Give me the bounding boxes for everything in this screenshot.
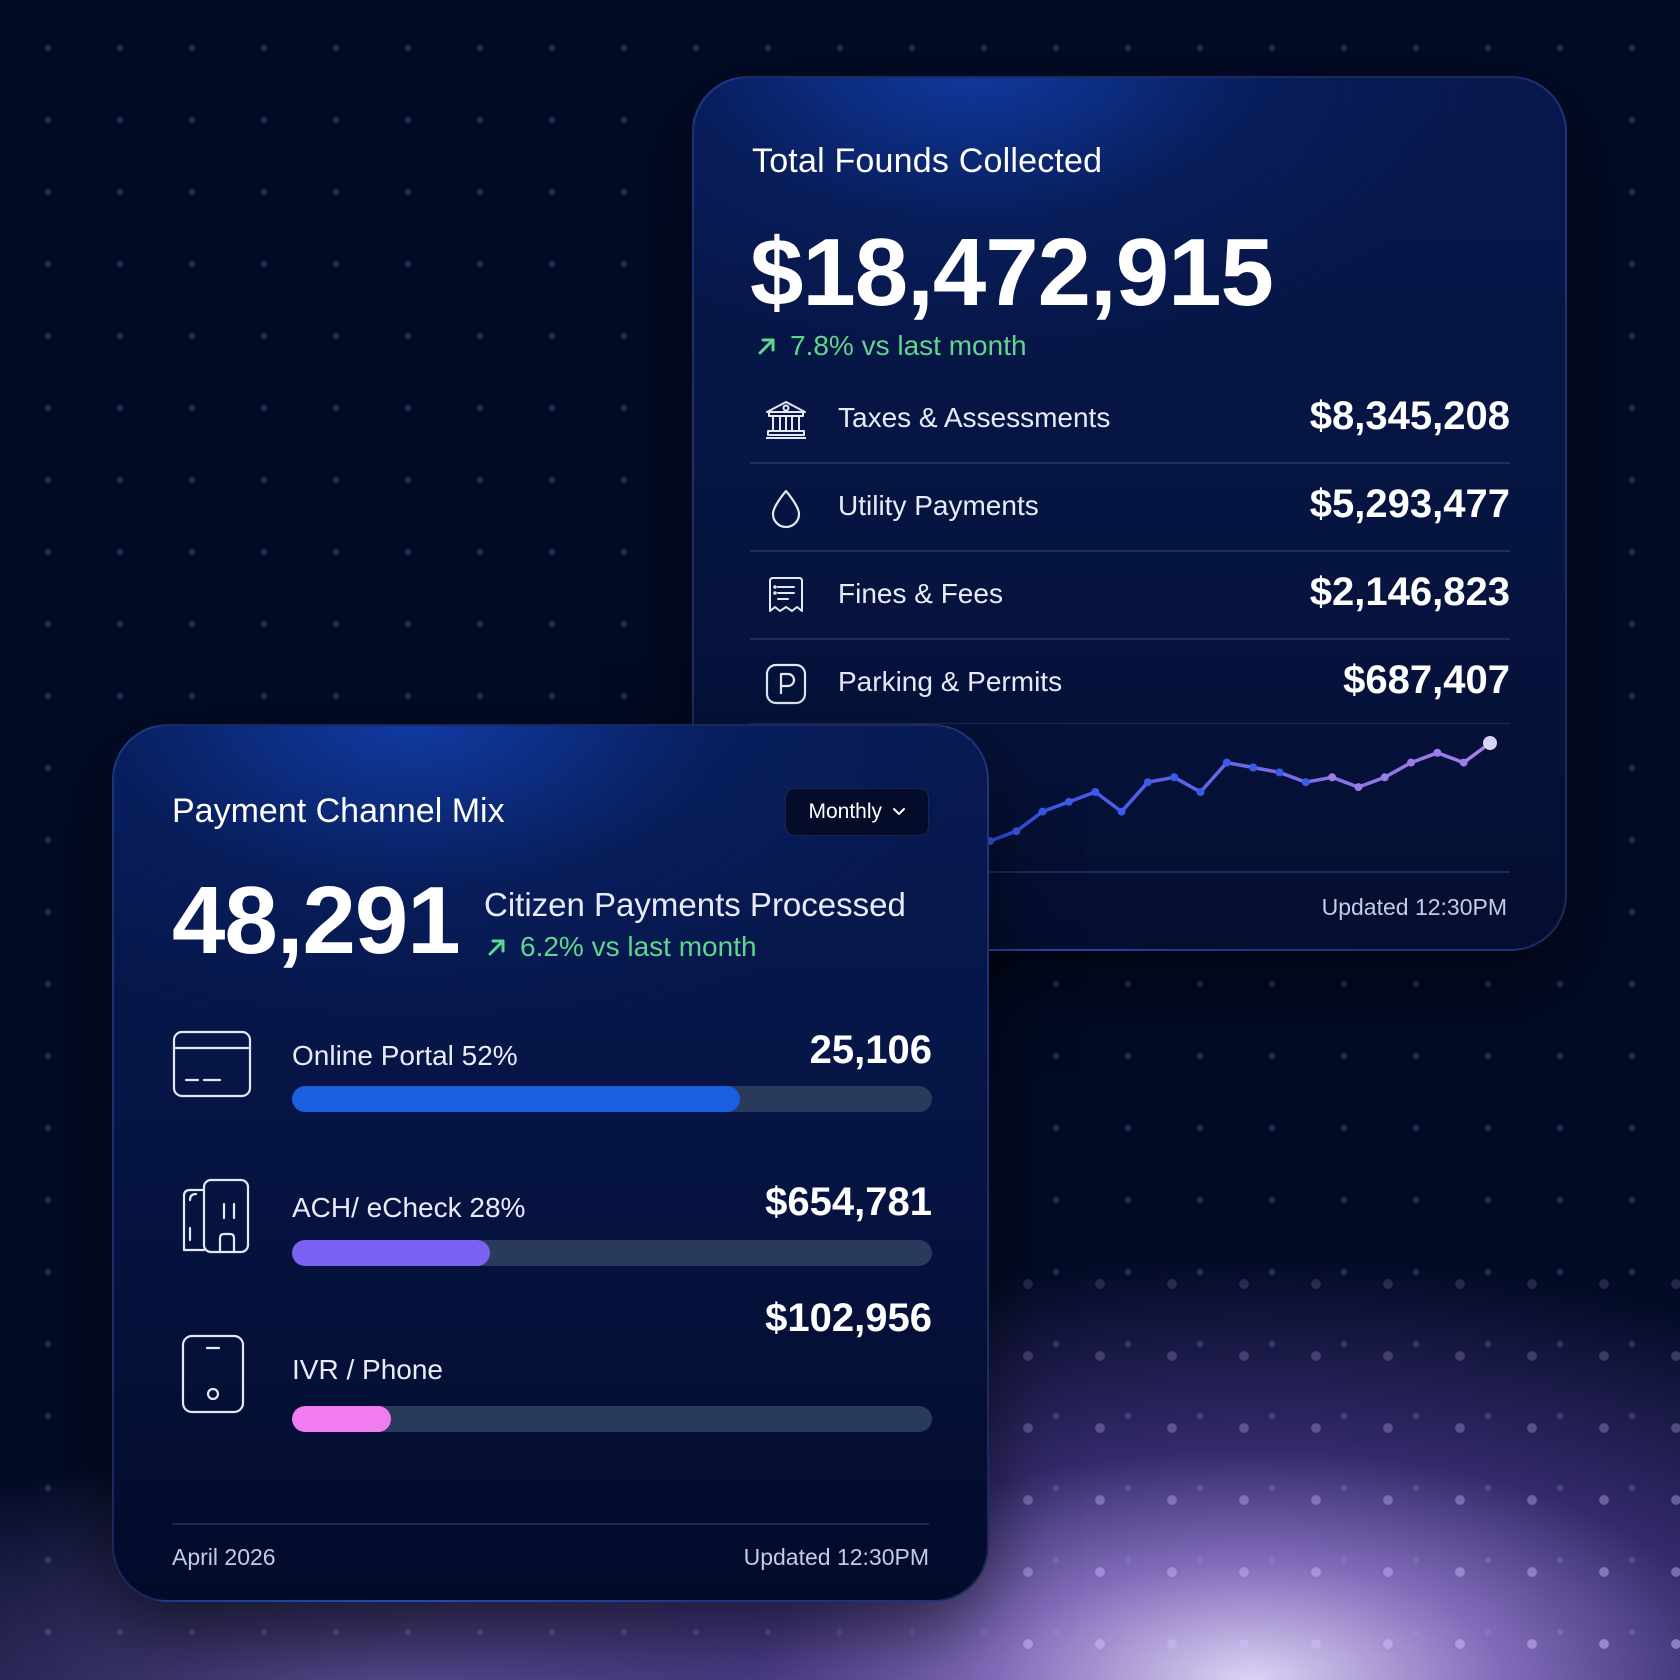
sparkline-point <box>1483 736 1497 750</box>
channel-ach-echeck[interactable]: ACH/ eCheck 28% $654,781 <box>172 1170 932 1270</box>
period-dropdown[interactable]: Monthly <box>785 788 929 836</box>
sparkline-point <box>1328 773 1337 782</box>
fund-row-utility[interactable]: Utility Payments $5,293,477 <box>750 464 1510 552</box>
sparkline-point <box>1354 783 1363 792</box>
sparkline-point <box>1012 827 1021 836</box>
report-date: April 2026 <box>172 1544 276 1570</box>
total-funds-trend-text: 7.8% vs last month <box>790 330 1027 361</box>
funds-sparkline-chart <box>750 723 1510 873</box>
fund-row-parking[interactable]: Parking & Permits $687,407 <box>750 640 1510 726</box>
fund-row-value: $687,407 <box>1343 658 1510 702</box>
sparkline-point <box>1091 788 1100 796</box>
channel-label: ACH/ eCheck 28% <box>292 1192 526 1223</box>
channel-ivr-phone[interactable]: IVR / Phone $102,956 <box>172 1296 932 1436</box>
sparkline-point <box>1117 807 1126 816</box>
channel-label: IVR / Phone <box>292 1354 443 1385</box>
background-glow-dots <box>980 1230 1680 1680</box>
sparkline-point <box>1170 773 1179 782</box>
fund-row-label: Taxes & Assessments <box>838 402 1111 433</box>
sparkline-point <box>1380 773 1389 782</box>
sparkline-point <box>986 837 994 845</box>
sparkline-point <box>1064 797 1073 806</box>
channel-progress-track <box>292 1086 932 1112</box>
footer-divider <box>172 1523 929 1525</box>
payments-count: 48,291 <box>172 867 461 974</box>
channel-online-portal[interactable]: Online Portal 52% 25,106 <box>172 1016 932 1116</box>
channel-progress-fill <box>292 1086 740 1112</box>
chevron-down-icon <box>893 808 905 815</box>
period-dropdown-value: Monthly <box>808 800 882 823</box>
sparkline-point <box>1407 758 1416 767</box>
arrow-up-right-icon <box>488 939 505 956</box>
channel-progress-fill <box>292 1406 392 1432</box>
payment-channel-updated: Updated 12:30PM <box>743 1544 929 1570</box>
fund-row-value: $2,146,823 <box>1309 570 1510 614</box>
fund-row-label: Utility Payments <box>838 490 1039 521</box>
fund-row-fines[interactable]: Fines & Fees $2,146,823 <box>750 552 1510 640</box>
arrow-up-right-icon <box>758 338 775 355</box>
sparkline-point <box>1143 778 1152 787</box>
fund-row-value: $8,345,208 <box>1309 394 1510 438</box>
phone-icon <box>181 1334 245 1414</box>
sparkline-point <box>1275 768 1284 777</box>
fund-row-label: Parking & Permits <box>838 666 1063 697</box>
fund-category-list: Taxes & Assessments $8,345,208 Utility P… <box>750 376 1510 726</box>
parking-icon <box>765 663 807 705</box>
payments-trend: 6.2% vs last month <box>486 931 757 963</box>
sparkline-point <box>1222 758 1231 767</box>
channel-progress-track <box>292 1240 932 1266</box>
channel-value: $654,781 <box>765 1180 932 1224</box>
payment-channel-title: Payment Channel Mix <box>172 792 505 830</box>
payment-channel-card: Payment Channel Mix Monthly 48,291 Citiz… <box>112 724 989 1602</box>
channel-value: 25,106 <box>809 1028 932 1072</box>
channel-progress-track <box>292 1406 932 1432</box>
fund-row-value: $5,293,477 <box>1309 482 1510 526</box>
card-icon <box>172 1030 252 1098</box>
receipt-icon <box>769 577 803 612</box>
channel-progress-fill <box>292 1240 491 1266</box>
droplet-icon <box>771 489 801 529</box>
sparkline-point <box>1459 758 1468 767</box>
total-funds-trend: 7.8% vs last month <box>756 330 1027 362</box>
channel-value: $102,956 <box>765 1296 932 1340</box>
fund-row-taxes[interactable]: Taxes & Assessments $8,345,208 <box>750 376 1510 464</box>
channel-label: Online Portal 52% <box>292 1040 518 1071</box>
sparkline-path <box>989 741 1492 843</box>
total-funds-updated: Updated 12:30PM <box>1321 894 1507 920</box>
sparkline-point <box>1249 763 1258 772</box>
bank-icon <box>766 401 806 439</box>
total-funds-title: Total Founds Collected <box>752 142 1103 180</box>
sparkline-point <box>1433 748 1442 757</box>
bank-check-icon <box>182 1178 250 1254</box>
payments-subtitle: Citizen Payments Processed <box>484 886 906 923</box>
total-funds-amount: $18,472,915 <box>750 219 1274 326</box>
sparkline-point <box>1301 778 1310 787</box>
fund-row-label: Fines & Fees <box>838 578 1003 609</box>
sparkline-point <box>1038 807 1047 816</box>
payments-trend-text: 6.2% vs last month <box>520 931 757 962</box>
sparkline-point <box>1196 788 1205 796</box>
